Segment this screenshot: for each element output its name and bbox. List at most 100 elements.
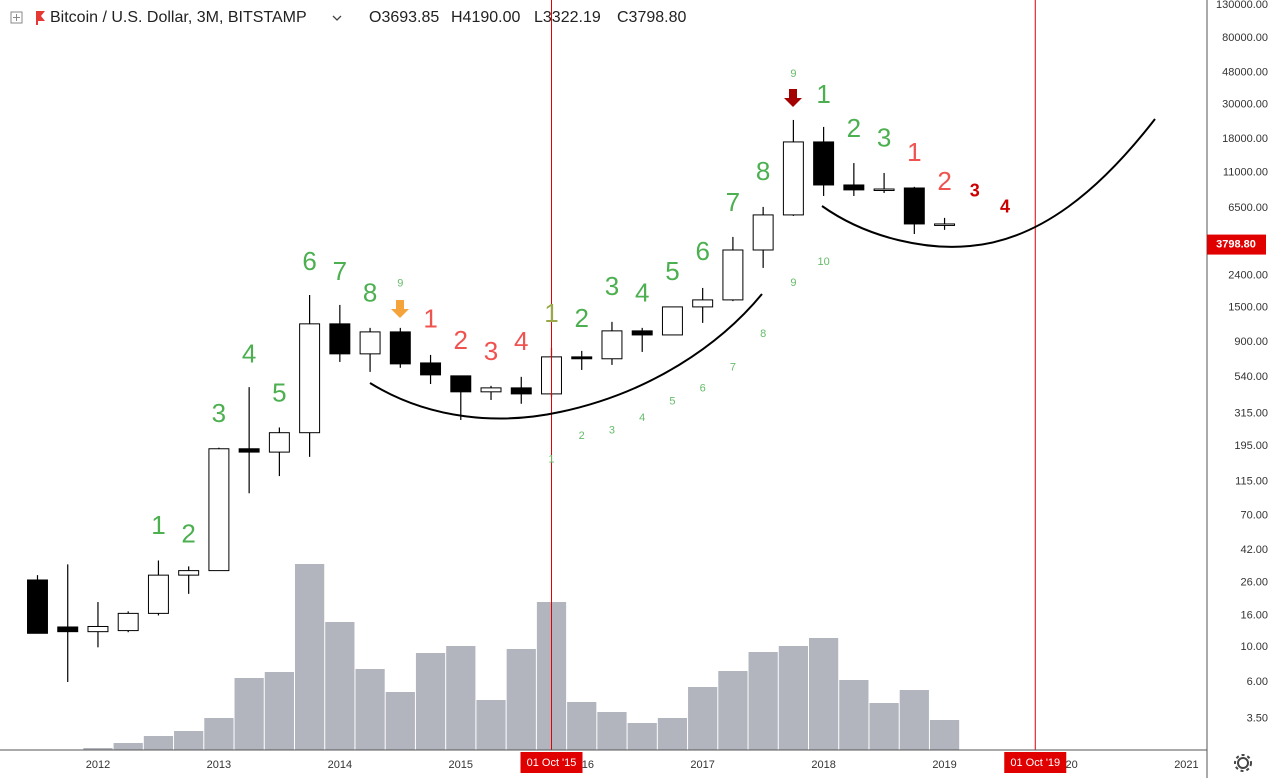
y-tick-label: 16.00 [1240, 609, 1268, 621]
x-tick-label: 2021 [1174, 759, 1198, 771]
volume-bar [899, 690, 929, 750]
y-tick-label: 315.00 [1234, 407, 1268, 419]
ohlc-value: L3322.19 [534, 9, 601, 26]
trend-curve [369, 293, 763, 420]
candle-body [238, 448, 260, 453]
y-tick-label: 115.00 [1235, 476, 1268, 488]
td-count: 10 [817, 256, 829, 268]
candle-body [57, 626, 79, 633]
x-tick-label: 2019 [932, 759, 956, 771]
td-count: 4 [242, 339, 256, 369]
td-count: 3 [877, 123, 891, 153]
candle-body [601, 330, 623, 360]
symbol-menu[interactable] [332, 15, 342, 21]
td-count: 2 [574, 303, 588, 333]
settings-button[interactable] [1234, 754, 1252, 772]
candle-body [147, 574, 169, 614]
candle-body [782, 141, 804, 216]
candle-body [692, 299, 714, 308]
candle-body [117, 612, 139, 632]
td-count: 8 [760, 328, 766, 340]
signal-arrow [784, 89, 802, 107]
volume-bar [476, 700, 506, 750]
td-count: 1 [816, 79, 830, 109]
volume-bar [688, 687, 718, 750]
candle-body [87, 625, 109, 633]
candle-body [27, 579, 48, 634]
td-count: 4 [639, 412, 645, 424]
td-count: 6 [302, 246, 316, 276]
volume-bar [869, 703, 899, 750]
candle-layer [27, 0, 1036, 750]
candle-body [661, 306, 683, 336]
td-count: 6 [695, 236, 709, 266]
td-count: 2 [847, 113, 861, 143]
candle-body [268, 432, 290, 453]
x-tick-label: 2013 [207, 759, 231, 771]
volume-bar [718, 671, 748, 750]
y-tick-label: 11000.00 [1223, 166, 1268, 178]
candle-body [571, 356, 593, 360]
candle-body [208, 448, 230, 572]
volume-bar [808, 638, 839, 750]
y-tick-label: 6500.00 [1228, 202, 1268, 214]
td-count: 4 [635, 278, 649, 308]
y-tick-label: 10.00 [1240, 641, 1268, 653]
candle-body [843, 184, 865, 191]
candle-body [329, 323, 351, 355]
td-count: 9 [790, 277, 796, 289]
last-price-box [1207, 234, 1266, 255]
expand-icon[interactable] [10, 11, 23, 24]
td-count: 2 [181, 518, 195, 548]
date-marker-box [520, 752, 583, 773]
volume-bar [597, 712, 627, 750]
y-tick-label: 130000.00 [1216, 0, 1268, 11]
candle-body [510, 387, 532, 395]
ohlc-value: H4190.00 [451, 9, 520, 26]
volume-bar [657, 718, 688, 750]
volume-bar [446, 646, 476, 750]
volume-bar [294, 564, 325, 750]
candle-body [450, 375, 472, 393]
volume-bar [113, 743, 143, 750]
td-count: 7 [726, 187, 740, 217]
y-tick-label: 70.00 [1240, 509, 1268, 521]
candle-body [813, 141, 835, 186]
volume-bar [355, 669, 385, 750]
ohlc-value: C3798.80 [617, 9, 686, 26]
volume-bar [839, 680, 869, 750]
header: Bitcoin / U.S. Dollar, 3M, BITSTAMP O369… [10, 9, 686, 26]
y-tick-label: 1500.00 [1228, 301, 1268, 313]
date-marker-label: 01 Oct '19 [1010, 757, 1060, 769]
candle-body [178, 570, 200, 576]
y-tick-label: 80000.00 [1222, 32, 1268, 44]
volume-bar [778, 646, 808, 750]
y-tick-label: 195.00 [1234, 440, 1268, 452]
volume-bar [567, 702, 597, 750]
candle-body [873, 188, 895, 192]
symbol-title[interactable]: Bitcoin / U.S. Dollar, 3M, BITSTAMP [50, 9, 307, 26]
td-count: 1 [544, 298, 558, 328]
td-count: 8 [363, 278, 377, 308]
x-tick-label: 2017 [690, 759, 714, 771]
td-count: 3 [605, 271, 619, 301]
td-count: 7 [730, 362, 736, 374]
ohlc-value: O3693.85 [369, 9, 439, 26]
td-count: 2 [579, 430, 585, 442]
x-tick-label: 2018 [811, 759, 835, 771]
td-count: 9 [790, 68, 796, 80]
y-tick-label: 6.00 [1247, 676, 1268, 688]
y-tick-label: 18000.00 [1222, 133, 1268, 145]
y-tick-label: 48000.00 [1222, 66, 1268, 78]
td-count: 4 [514, 326, 528, 356]
td-count: 6 [700, 383, 706, 395]
td-count: 7 [333, 256, 347, 286]
volume-bar [143, 736, 174, 750]
date-marker-box [1004, 752, 1067, 773]
td-count: 5 [669, 396, 675, 408]
last-price-label: 3798.80 [1216, 238, 1256, 250]
y-tick-label: 3.50 [1247, 712, 1268, 724]
td-count: 4 [1000, 197, 1010, 217]
